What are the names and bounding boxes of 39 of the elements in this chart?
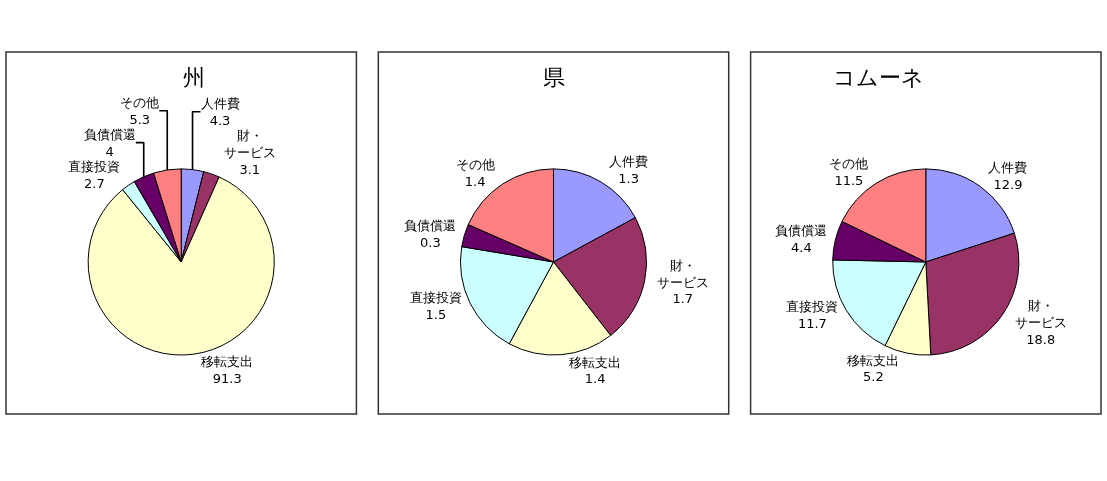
data-label: 5.2 xyxy=(863,369,884,385)
data-label: 2.7 xyxy=(83,175,105,191)
data-label: 5.3 xyxy=(129,111,151,127)
slice-label: その他 xyxy=(455,156,495,172)
chart-title: コムーネ xyxy=(833,65,924,90)
slice-label: 負債償還 xyxy=(775,223,828,239)
data-label: 4 xyxy=(105,143,114,159)
chart-title: 県 xyxy=(543,65,565,90)
data-label: 1.3 xyxy=(618,171,639,187)
chart-title: 州 xyxy=(183,65,205,90)
slice-label: 移転支出 xyxy=(569,354,622,370)
slice-label: 移転支出 xyxy=(847,352,900,368)
slice-label: 負債償還 xyxy=(83,126,136,142)
data-label: 91.3 xyxy=(212,370,242,386)
slice-label: その他 xyxy=(120,94,160,110)
data-label: 12.9 xyxy=(993,177,1023,193)
slice-label: 人件費 xyxy=(200,95,240,111)
data-label: 1.4 xyxy=(584,371,606,387)
data-label: 18.8 xyxy=(1026,331,1056,347)
data-label: 1.4 xyxy=(464,173,486,189)
data-label: 3.1 xyxy=(239,161,261,177)
slice-label: 直接投資 xyxy=(409,289,462,305)
slice-label: 直接投資 xyxy=(68,158,121,174)
data-label: 1.7 xyxy=(672,291,694,307)
slice-label: 財・サービス xyxy=(223,127,276,160)
slice-label: 人件費 xyxy=(988,160,1028,176)
slice-label: 直接投資 xyxy=(786,298,839,314)
data-label: 4.4 xyxy=(790,240,812,256)
data-label: 11.5 xyxy=(834,172,864,188)
data-label: 4.3 xyxy=(209,112,231,128)
slice-label: 負債償還 xyxy=(404,218,457,234)
slice-label: 財・サービス xyxy=(656,257,709,290)
slice-label: その他 xyxy=(829,155,869,171)
data-label: 11.7 xyxy=(797,315,827,331)
data-label: 1.5 xyxy=(425,306,447,322)
slice-label: 移転支出 xyxy=(201,353,254,369)
slice-label: 人件費 xyxy=(609,154,649,170)
data-label: 0.3 xyxy=(419,235,441,251)
slice-label: 財・サービス xyxy=(1014,298,1067,330)
